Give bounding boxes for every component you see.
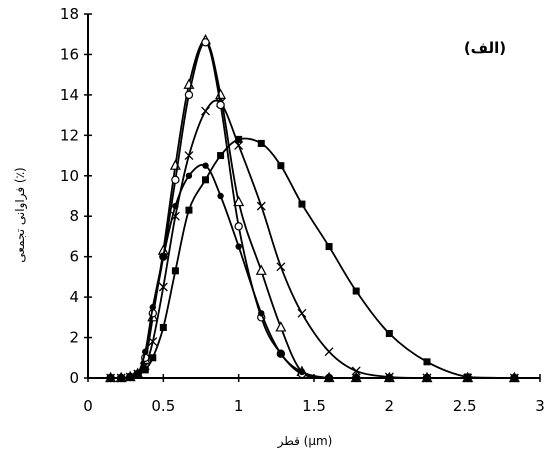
x-tick-label: 0.5: [151, 397, 175, 415]
x-tick-label: 1: [234, 397, 244, 415]
data-point: [126, 373, 134, 381]
data-point: [159, 323, 167, 331]
data-point: [255, 264, 267, 275]
data-point: [234, 140, 244, 150]
data-point: [351, 366, 361, 376]
data-point: [298, 200, 306, 208]
data-point: [385, 330, 393, 338]
data-point: [217, 192, 224, 200]
data-point: [202, 176, 210, 184]
data-point: [276, 262, 286, 272]
data-point: [171, 175, 180, 185]
data-point: [423, 358, 431, 366]
data-point: [352, 374, 360, 382]
panel-label: (الف): [464, 39, 506, 57]
data-point: [325, 374, 333, 382]
data-point: [464, 374, 471, 382]
data-point: [217, 152, 225, 160]
data-point: [256, 201, 266, 211]
data-point: [423, 374, 431, 382]
data-point: [158, 282, 168, 292]
data-point: [201, 106, 210, 116]
tick-labels-group: 0 2 4 6 8 10 12 14 16 18 0 0.5 1 1.5 2 2.5 3: [60, 5, 544, 415]
x-marker-stroke: [256, 201, 266, 211]
data-point: [149, 304, 156, 311]
x-marker-stroke: [324, 347, 334, 357]
series-filled-circle: [107, 162, 518, 382]
x-tick-label: 2.5: [453, 397, 477, 415]
data-point: [235, 243, 242, 250]
x-tick-label: 1.5: [302, 397, 326, 415]
data-point: [160, 253, 167, 260]
data-point: [216, 100, 225, 110]
series-line: [110, 41, 515, 379]
x-tick-label: 0: [83, 397, 93, 415]
data-point: [149, 354, 157, 362]
data-point: [184, 151, 194, 161]
data-point: [257, 139, 265, 147]
series-line: [110, 137, 515, 379]
data-point: [171, 267, 179, 275]
data-point: [275, 321, 287, 332]
x-marker-stroke: [201, 106, 210, 116]
data-point: [298, 368, 306, 376]
data-point: [258, 310, 265, 317]
data-point: [234, 222, 243, 231]
data-point: [185, 172, 193, 179]
y-tick-label: 0: [69, 369, 79, 387]
x-marker-stroke: [234, 140, 244, 150]
data-point: [324, 347, 334, 357]
x-marker-stroke: [297, 308, 307, 318]
y-tick-label: 2: [69, 329, 79, 347]
y-tick-label: 14: [60, 86, 79, 104]
axes-group: [84, 13, 541, 382]
data-point: [201, 38, 210, 47]
data-point: [233, 195, 245, 207]
data-point: [172, 202, 179, 210]
data-point: [277, 350, 285, 357]
data-point: [511, 374, 518, 382]
x-marker-stroke: [158, 282, 168, 292]
series-group: [105, 34, 520, 383]
data-point: [277, 162, 285, 170]
x-marker-stroke: [184, 151, 194, 161]
x-marker-stroke: [148, 337, 158, 347]
series-x: [106, 98, 519, 383]
x-marker-stroke: [276, 262, 286, 272]
x-axis-title: قطر (μm): [277, 434, 333, 449]
data-point: [107, 374, 114, 382]
data-point: [202, 162, 209, 169]
y-tick-label: 4: [69, 288, 79, 306]
data-point: [134, 370, 141, 378]
y-axis-title: فراوانی تجمعی (٪): [13, 167, 28, 262]
data-point: [386, 374, 393, 382]
x-tick-label: 2: [385, 397, 395, 415]
y-tick-label: 12: [60, 126, 79, 144]
x-marker-stroke: [351, 366, 361, 376]
y-tick-label: 16: [60, 45, 79, 63]
x-tick-label: 3: [535, 397, 544, 415]
y-tick-label: 8: [69, 207, 79, 225]
y-tick-label: 6: [69, 248, 79, 266]
y-tick-label: 10: [60, 167, 79, 185]
data-point: [297, 308, 307, 318]
data-point: [142, 348, 149, 355]
data-point: [184, 90, 194, 100]
data-point: [325, 243, 333, 251]
data-point: [117, 374, 125, 382]
data-point: [235, 135, 243, 143]
data-point: [352, 287, 360, 295]
data-point: [185, 206, 193, 214]
y-tick-label: 18: [60, 5, 79, 23]
data-point: [141, 366, 149, 374]
series-line: [110, 99, 515, 379]
